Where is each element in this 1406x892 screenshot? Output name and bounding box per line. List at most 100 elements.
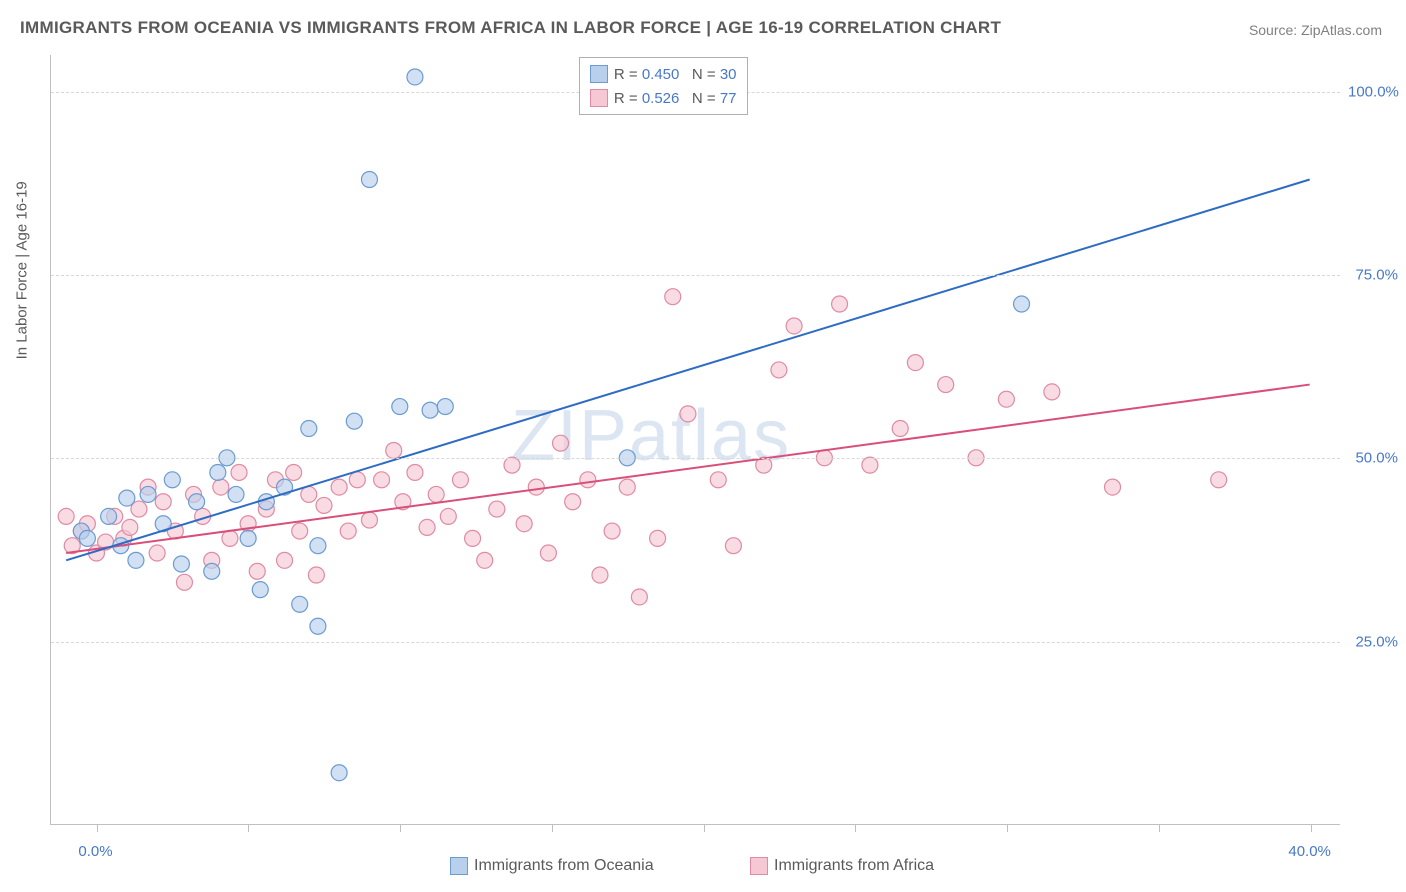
y-axis-label: In Labor Force | Age 16-19 — [14, 181, 31, 359]
x-tick — [1311, 824, 1312, 832]
y-tick-label: 75.0% — [1348, 267, 1398, 284]
data-point — [292, 596, 308, 612]
data-point — [477, 552, 493, 568]
x-tick-label: 40.0% — [1288, 843, 1331, 860]
data-point — [428, 486, 444, 502]
data-point — [340, 523, 356, 539]
data-point — [1044, 384, 1060, 400]
data-point — [938, 377, 954, 393]
series-legend-label: Immigrants from Oceania — [474, 857, 654, 875]
chart-title: IMMIGRANTS FROM OCEANIA VS IMMIGRANTS FR… — [20, 18, 1001, 38]
data-point — [725, 538, 741, 554]
plot-area: ZIPatlas 25.0%50.0%75.0%100.0% — [50, 55, 1340, 825]
data-point — [140, 486, 156, 502]
chart-svg — [51, 55, 1340, 824]
regression-line — [66, 180, 1310, 561]
data-point — [331, 479, 347, 495]
data-point — [540, 545, 556, 561]
data-point — [310, 618, 326, 634]
data-point — [407, 464, 423, 480]
data-point — [176, 574, 192, 590]
stats-legend-text: R = 0.526 N = 77 — [614, 90, 737, 107]
data-point — [580, 472, 596, 488]
source-attribution: Source: ZipAtlas.com — [1249, 22, 1382, 38]
data-point — [650, 530, 666, 546]
data-point — [122, 519, 138, 535]
data-point — [465, 530, 481, 546]
data-point — [164, 472, 180, 488]
data-point — [907, 355, 923, 371]
data-point — [1014, 296, 1030, 312]
stats-legend-text: R = 0.450 N = 30 — [614, 66, 737, 83]
legend-swatch — [750, 857, 768, 875]
y-tick-label: 100.0% — [1348, 83, 1398, 100]
data-point — [710, 472, 726, 488]
data-point — [1211, 472, 1227, 488]
data-point — [213, 479, 229, 495]
chart-container: IMMIGRANTS FROM OCEANIA VS IMMIGRANTS FR… — [0, 0, 1406, 892]
data-point — [316, 497, 332, 513]
data-point — [286, 464, 302, 480]
x-tick — [248, 824, 249, 832]
data-point — [310, 538, 326, 554]
x-tick — [1007, 824, 1008, 832]
stats-legend-row: R = 0.526 N = 77 — [590, 86, 737, 110]
data-point — [680, 406, 696, 422]
data-point — [786, 318, 802, 334]
data-point — [204, 563, 220, 579]
data-point — [437, 399, 453, 415]
data-point — [553, 435, 569, 451]
data-point — [79, 530, 95, 546]
data-point — [301, 421, 317, 437]
data-point — [619, 479, 635, 495]
data-point — [998, 391, 1014, 407]
data-point — [386, 442, 402, 458]
gridline — [51, 458, 1340, 459]
data-point — [308, 567, 324, 583]
data-point — [361, 512, 377, 528]
data-point — [631, 589, 647, 605]
legend-swatch — [450, 857, 468, 875]
y-tick-label: 50.0% — [1348, 450, 1398, 467]
data-point — [128, 552, 144, 568]
data-point — [301, 486, 317, 502]
x-tick — [1159, 824, 1160, 832]
data-point — [440, 508, 456, 524]
data-point — [452, 472, 468, 488]
data-point — [222, 530, 238, 546]
data-point — [419, 519, 435, 535]
gridline — [51, 642, 1340, 643]
x-tick — [704, 824, 705, 832]
data-point — [210, 464, 226, 480]
stats-legend-row: R = 0.450 N = 30 — [590, 62, 737, 86]
data-point — [771, 362, 787, 378]
data-point — [504, 457, 520, 473]
x-tick — [552, 824, 553, 832]
data-point — [101, 508, 117, 524]
legend-swatch — [590, 89, 608, 107]
data-point — [292, 523, 308, 539]
data-point — [489, 501, 505, 517]
data-point — [189, 494, 205, 510]
data-point — [331, 765, 347, 781]
x-tick — [400, 824, 401, 832]
data-point — [392, 399, 408, 415]
data-point — [231, 464, 247, 480]
data-point — [516, 516, 532, 532]
data-point — [374, 472, 390, 488]
data-point — [665, 289, 681, 305]
data-point — [155, 494, 171, 510]
data-point — [407, 69, 423, 85]
data-point — [349, 472, 365, 488]
data-point — [361, 172, 377, 188]
data-point — [119, 490, 135, 506]
data-point — [892, 421, 908, 437]
data-point — [252, 582, 268, 598]
x-tick-label: 0.0% — [78, 843, 112, 860]
data-point — [228, 486, 244, 502]
data-point — [862, 457, 878, 473]
data-point — [149, 545, 165, 561]
x-tick — [97, 824, 98, 832]
data-point — [422, 402, 438, 418]
data-point — [58, 508, 74, 524]
